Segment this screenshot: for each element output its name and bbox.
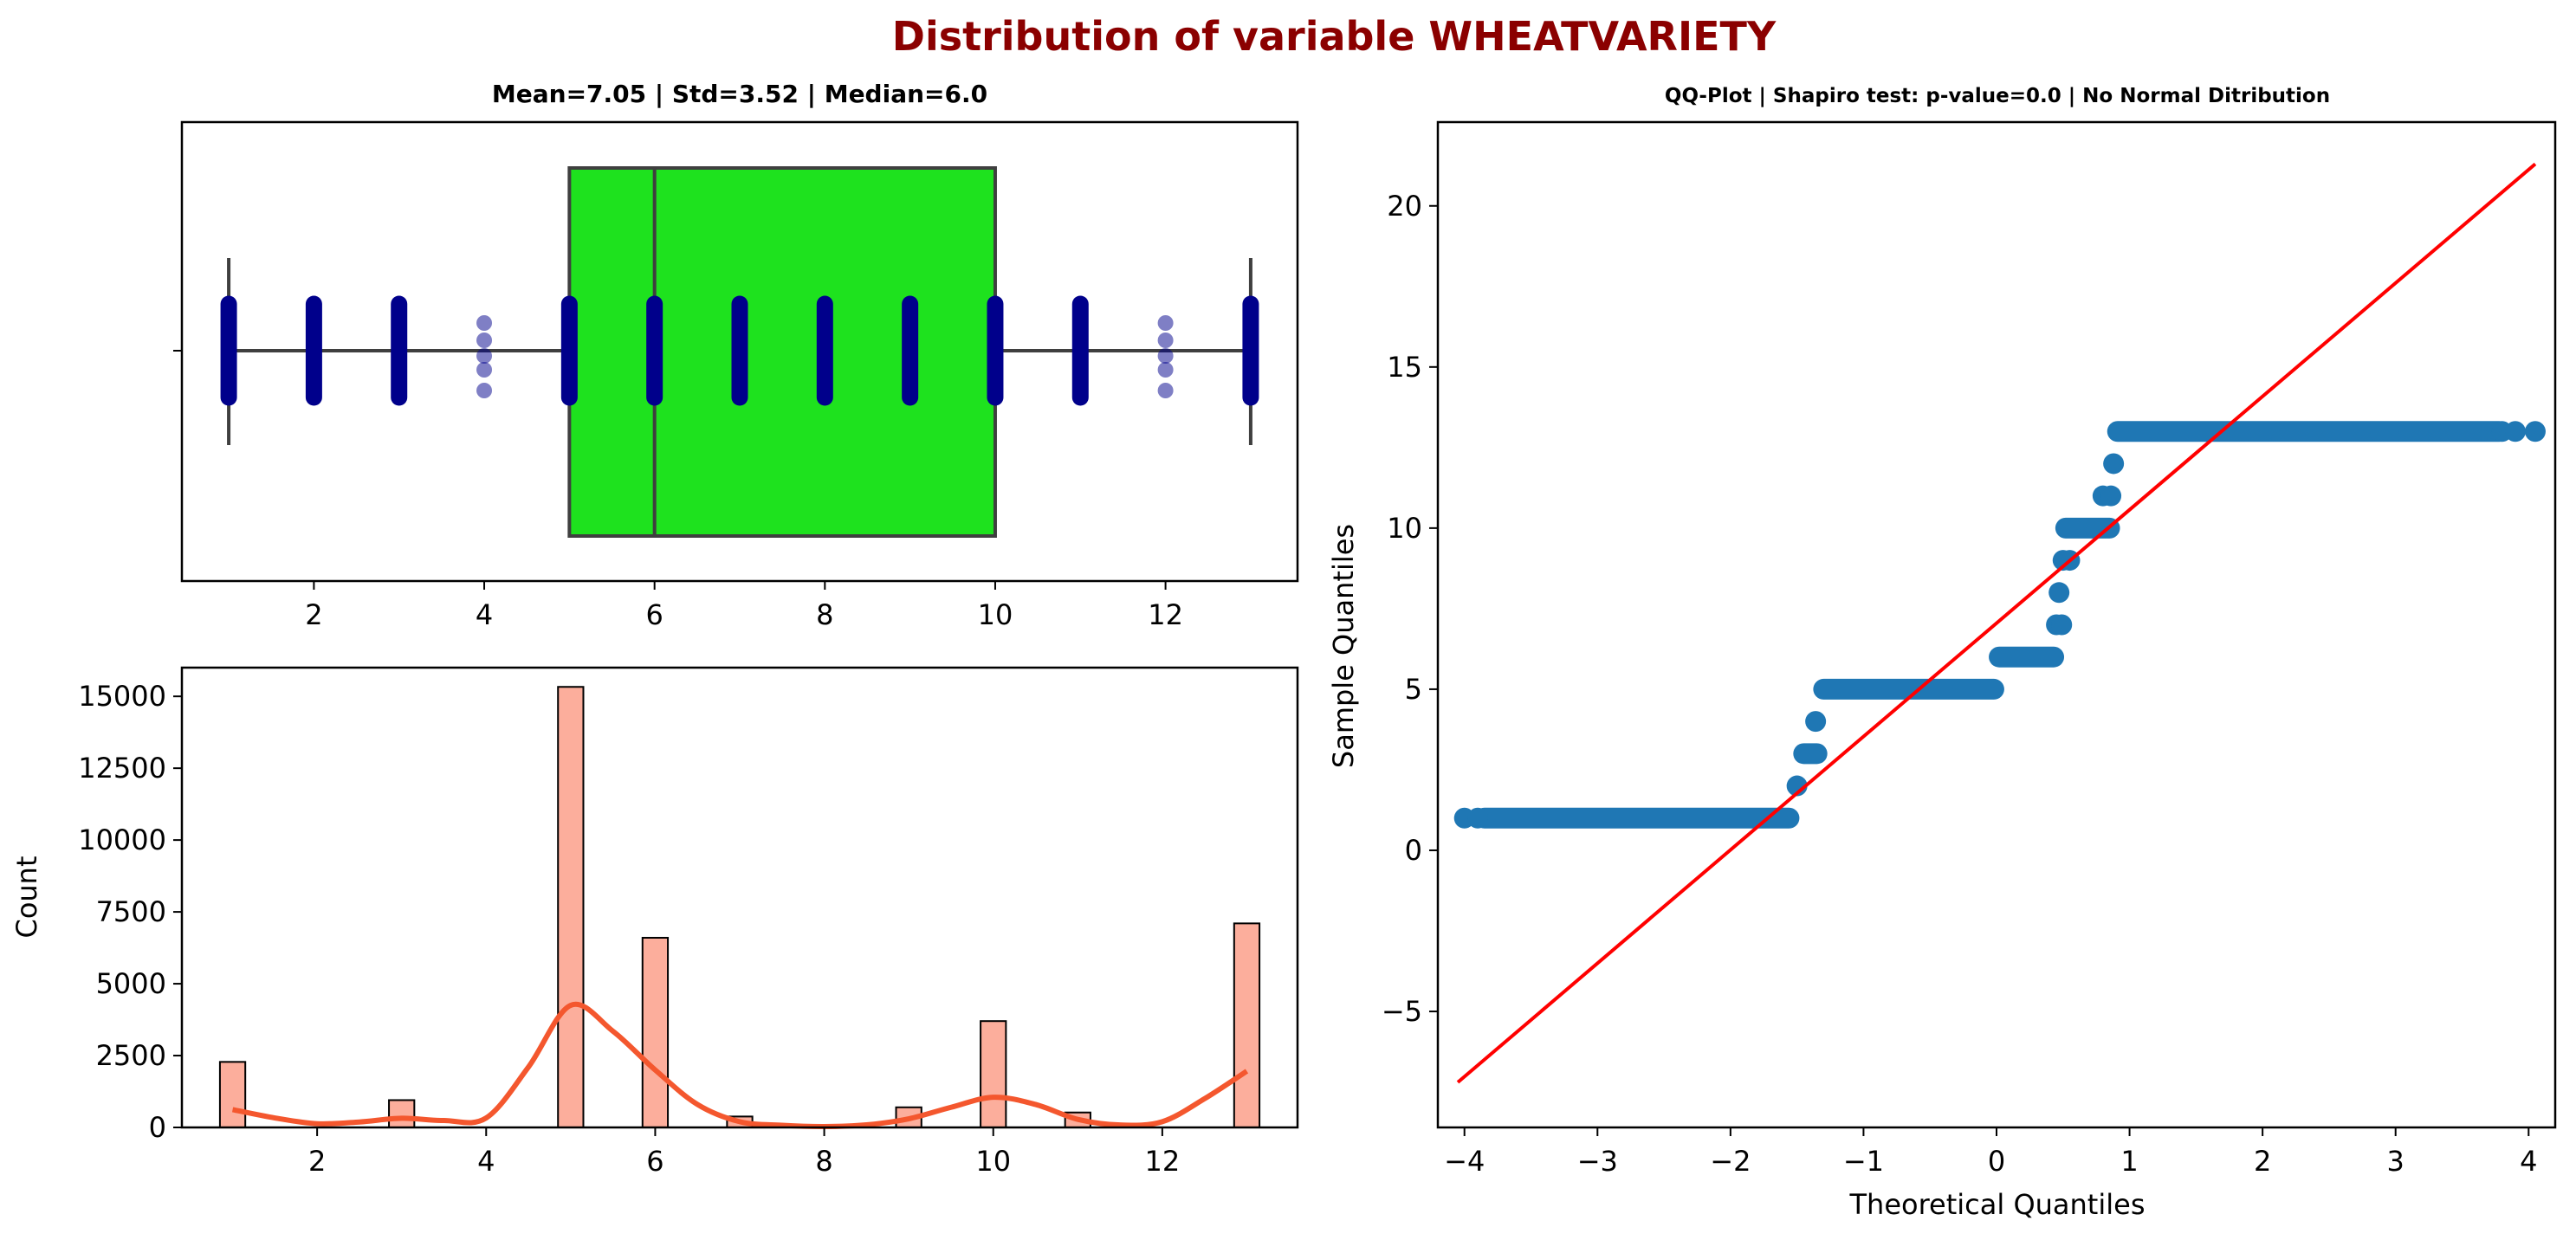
histogram-bar-5 <box>557 686 585 1128</box>
histogram-y-axis-label: Count <box>10 856 43 938</box>
strip-point <box>476 315 493 331</box>
y-tick-label: 5 <box>1405 673 1422 706</box>
y-tick-label: 5000 <box>96 967 166 1000</box>
kde-curve <box>231 1001 1249 1130</box>
qq-point <box>2049 582 2070 604</box>
x-tick-label: 2 <box>305 598 322 631</box>
boxplot-title: Mean=7.05 | Std=3.52 | Median=6.0 <box>492 80 987 108</box>
qq-point <box>2504 421 2526 442</box>
qq-point <box>2100 485 2122 507</box>
qq-point <box>1805 711 1827 733</box>
strip-point <box>1157 333 1174 348</box>
x-tick-label: −2 <box>1710 1145 1751 1178</box>
x-tick-label: 2 <box>308 1145 326 1178</box>
y-tick-label: 0 <box>1405 834 1422 867</box>
histogram-bar-6 <box>641 936 670 1129</box>
x-tick-label: 10 <box>975 1145 1011 1178</box>
y-tick-label: 7500 <box>96 895 166 928</box>
x-tick-label: 12 <box>1145 1145 1181 1178</box>
qq-reference-line <box>1456 162 2537 1084</box>
strip-point <box>1157 315 1174 331</box>
y-tick-label: 10000 <box>78 823 166 856</box>
x-tick-label: 4 <box>476 598 493 631</box>
histogram-panel: Count 2 4 6 8 10 12 0 2500 5000 7500 10000 12500 150… <box>10 666 1299 1178</box>
y-tick-label: 2500 <box>96 1039 166 1072</box>
x-tick-label: −1 <box>1843 1145 1884 1178</box>
histogram-bar-10 <box>980 1020 1007 1129</box>
histogram-bar-13 <box>1233 922 1261 1129</box>
histogram-frame <box>180 666 1299 1129</box>
histogram-bar-1 <box>218 1061 247 1129</box>
qq-point <box>2103 453 2125 475</box>
y-tick-label: 12500 <box>78 752 166 785</box>
strip-point <box>476 362 493 378</box>
strip-point <box>1157 362 1174 378</box>
qq-plot-y-axis-label: Sample Quantiles <box>1327 524 1360 768</box>
qq-plot-title: QQ-Plot | Shapiro test: p-value=0.0 | No… <box>1665 85 2330 107</box>
y-tick-label: 0 <box>149 1111 166 1144</box>
qq-point <box>2524 421 2546 442</box>
x-tick-label: 2 <box>2254 1145 2271 1178</box>
strip-point <box>476 348 493 364</box>
qq-plot-panel: QQ-Plot | Shapiro test: p-value=0.0 | No… <box>1327 85 2557 1221</box>
x-tick-label: 8 <box>815 1145 832 1178</box>
strip-point <box>476 333 493 348</box>
x-tick-label: 8 <box>816 598 833 631</box>
qq-point <box>1467 807 1489 829</box>
strip-point <box>1157 348 1174 364</box>
qq-point <box>1786 775 1808 797</box>
boxplot-panel: Mean=7.05 | Std=3.52 | Median=6.0 2 4 6 8 10… <box>173 80 1299 631</box>
x-tick-label: 1 <box>2120 1145 2138 1178</box>
x-tick-label: 3 <box>2387 1145 2404 1178</box>
x-tick-label: −3 <box>1577 1145 1618 1178</box>
histogram-bar-3 <box>388 1099 416 1129</box>
strip-point <box>1157 383 1174 398</box>
x-tick-label: 4 <box>477 1145 495 1178</box>
y-tick-label: 10 <box>1387 512 1422 545</box>
qq-plot-x-axis-label: Theoretical Quantiles <box>1849 1188 2146 1221</box>
x-tick-label: 12 <box>1148 598 1183 631</box>
x-tick-label: 0 <box>1988 1145 2005 1178</box>
y-tick-label: 20 <box>1387 190 1422 223</box>
strip-points-12 <box>1157 315 1174 398</box>
x-tick-label: 6 <box>645 598 663 631</box>
x-tick-label: 10 <box>978 598 1013 631</box>
strip-point <box>476 383 493 398</box>
qq-point <box>2051 614 2073 636</box>
strip-points-4 <box>476 315 493 398</box>
x-tick-label: 4 <box>2520 1145 2537 1178</box>
iqr-box <box>567 166 997 538</box>
y-tick-label: −5 <box>1382 995 1422 1028</box>
y-tick-label: 15 <box>1387 351 1422 384</box>
x-tick-label: 6 <box>646 1145 663 1178</box>
x-tick-label: −4 <box>1444 1145 1485 1178</box>
figure-title: Distribution of variable WHEATVARIETY <box>892 13 1777 60</box>
y-tick-label: 15000 <box>78 680 166 713</box>
